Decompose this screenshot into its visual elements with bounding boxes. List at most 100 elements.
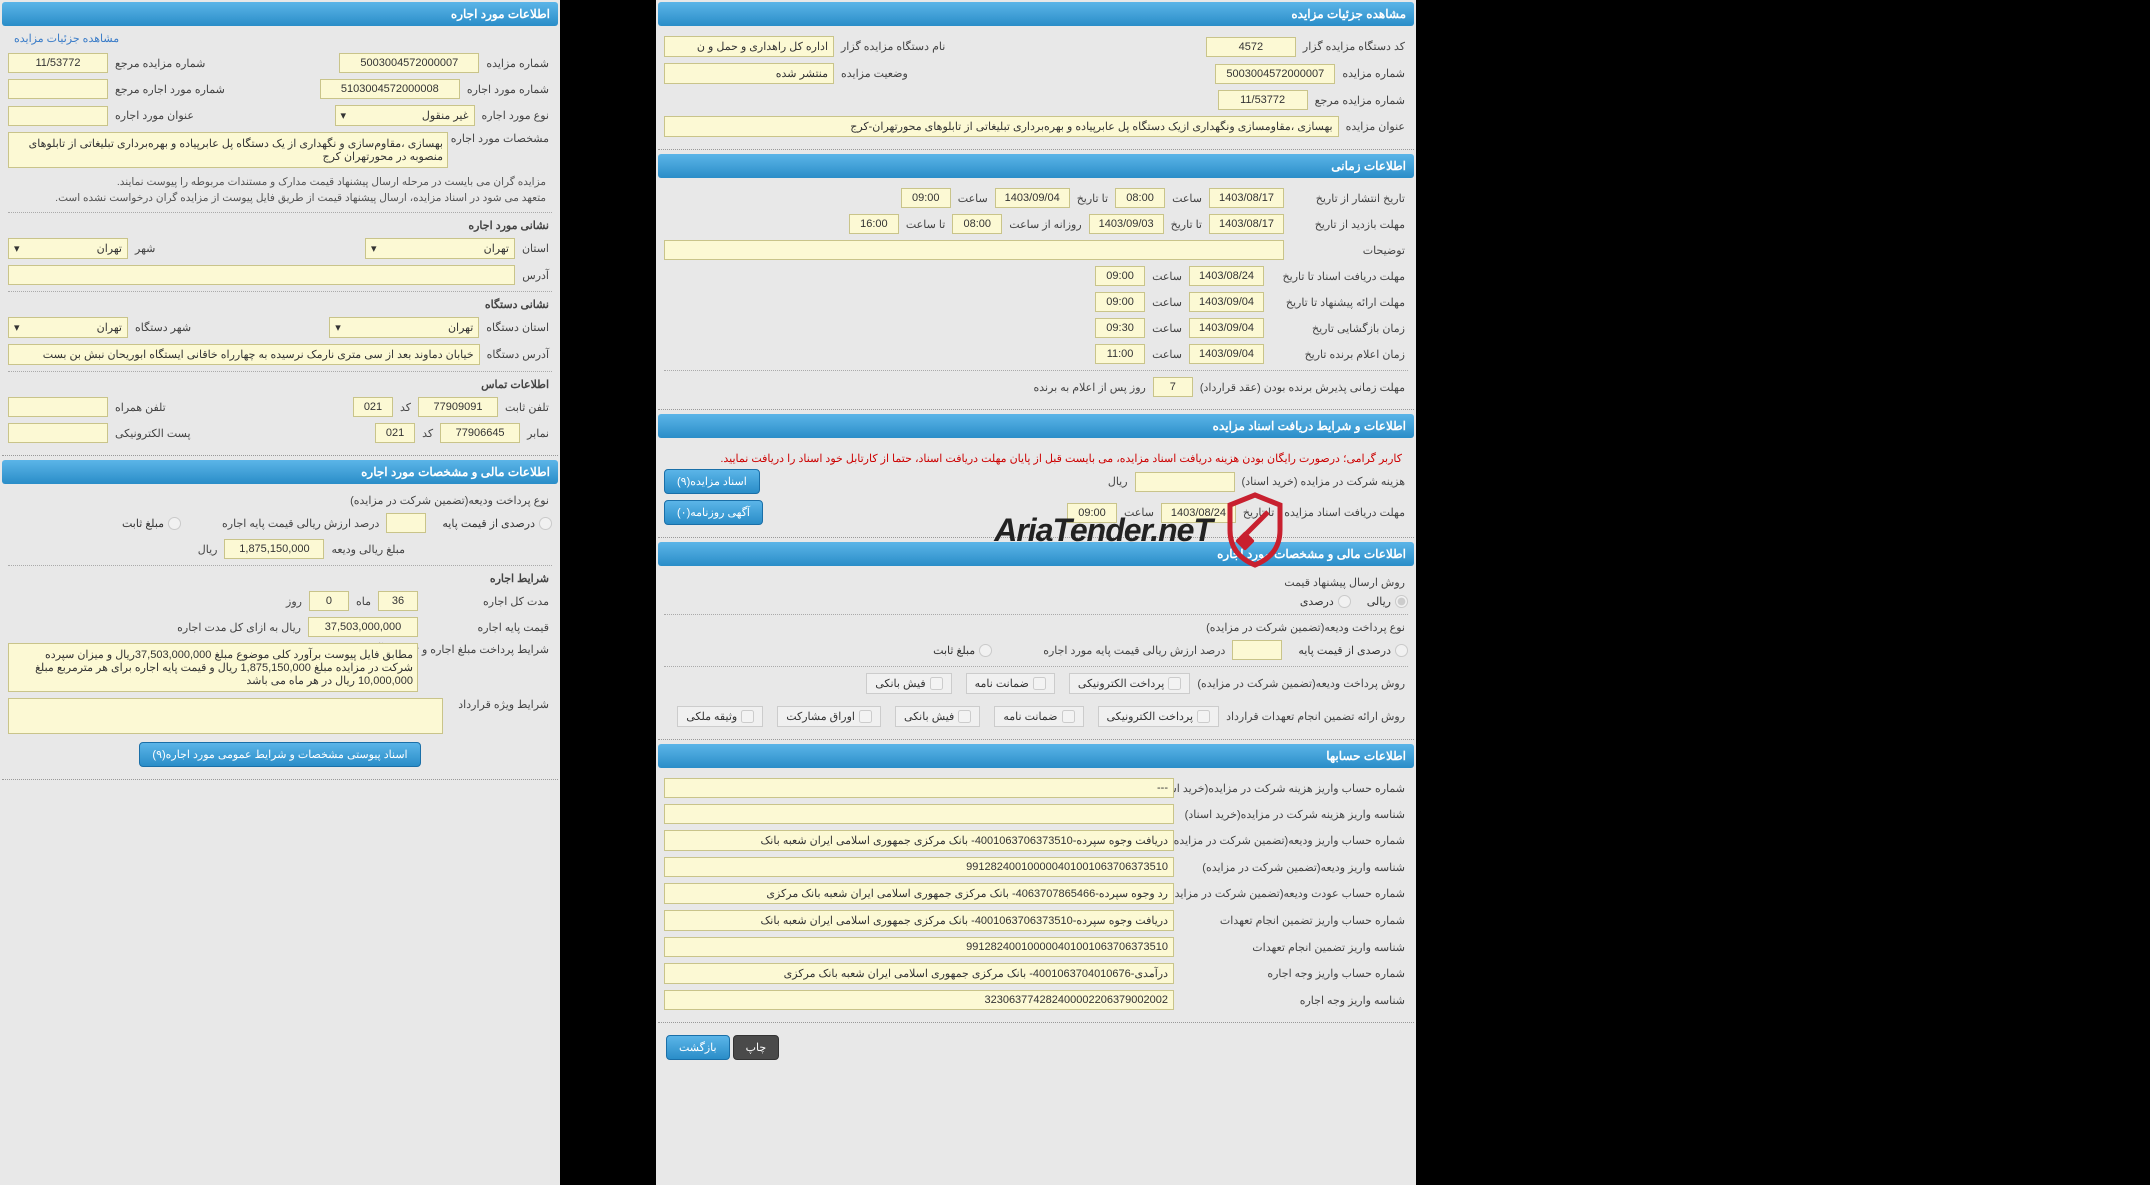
addr (8, 265, 515, 285)
dev-province[interactable]: تهران (329, 317, 479, 338)
ref-num: 11/53772 (1218, 90, 1308, 110)
acc7: 991282400100000401001063706373510 (664, 937, 1174, 957)
subject-label: عنوان مزایده (1343, 120, 1408, 133)
chk-epay2[interactable]: پرداخت الکترونیکی (1098, 706, 1220, 727)
note2: متعهد می شود در اسناد مزایده، ارسال پیشن… (8, 190, 552, 206)
l-ref-num-label: شماره مزایده مرجع (112, 57, 208, 70)
deposit-method-label: روش پرداخت ودیعه(تضمین شرکت در مزایده) (1194, 677, 1408, 690)
newspaper-button[interactable]: آگهی روزنامه(۰) (664, 500, 763, 525)
lease-title-label: عنوان مورد اجاره (112, 109, 197, 122)
visit-note (664, 240, 1284, 260)
dev-addr-label: آدرس دستگاه (484, 348, 552, 361)
dev-city[interactable]: تهران (8, 317, 128, 338)
offer-deadline-time: 09:00 (1095, 292, 1145, 312)
acc4-label: شناسه واریز ودیعه(تضمین شرکت در مزایده) (1178, 861, 1408, 874)
accept-deadline-label: مهلت زمانی پذیرش برنده بودن (عقد قرارداد… (1197, 381, 1408, 394)
chk-oraagh[interactable]: اوراق مشارکت (777, 706, 881, 727)
auction-code: 4572 (1206, 37, 1296, 57)
dev-header: نشانی دستگاه (482, 298, 552, 311)
logo-text: AriaTender.neT (994, 512, 1212, 549)
l-ref-num: 11/53772 (8, 53, 108, 73)
province-label: استان (519, 242, 552, 255)
chk-epay[interactable]: پرداخت الکترونیکی (1069, 673, 1191, 694)
l-auction-num: 5003004572000007 (339, 53, 479, 73)
print-button[interactable]: چاپ (733, 1035, 780, 1060)
time-label-1: ساعت (1169, 192, 1205, 205)
visit-note-label: توضیحات (1288, 244, 1408, 257)
acc1: --- (664, 778, 1174, 798)
deposit-amount: 1,875,150,000 (224, 539, 324, 559)
daily-to-label: تا ساعت (903, 218, 948, 231)
visit-to-label: تا تاریخ (1168, 218, 1205, 231)
l-deposit-type-label: نوع پرداخت ودیعه(تضمین شرکت در مزایده) (347, 494, 552, 507)
dev-province-label: استان دستگاه (483, 321, 552, 334)
org-name: اداره کل راهداری و حمل و ن (664, 36, 834, 57)
back-button[interactable]: بازگشت (666, 1035, 730, 1060)
ariatender-logo: AriaTender.neT (994, 490, 1290, 570)
l-radio-base-percent[interactable]: درصدی از قیمت پایه (442, 517, 552, 530)
l-base-percent-text: درصد ارزش ریالی قیمت پایه اجاره (219, 517, 382, 530)
acc9: 323063774282400002206379002002 (664, 990, 1174, 1010)
section-doc-terms: اطلاعات و شرایط دریافت اسناد مزایده (658, 414, 1414, 438)
city-select[interactable]: تهران (8, 238, 128, 259)
ref-num-label: شماره مزایده مرجع (1312, 94, 1408, 107)
acc1-label: شماره حساب واریز هزینه شرکت در مزایده(خر… (1178, 782, 1408, 795)
chk-fish[interactable]: فیش بانکی (866, 673, 951, 694)
details-link[interactable]: مشاهده جزئیات مزایده (8, 31, 125, 47)
auction-num-label: شماره مزایده (1339, 67, 1408, 80)
contact-header: اطلاعات تماس (478, 378, 552, 391)
l-base-price-label: قیمت پایه اجاره (422, 621, 552, 634)
attachments-button[interactable]: اسناد پیوستی مشخصات و شرایط عمومی مورد ا… (139, 742, 420, 767)
price-method-label: روش ارسال پیشنهاد قیمت (1281, 576, 1408, 589)
acc5-label: شماره حساب عودت ودیعه(تضمین شرکت در مزای… (1178, 887, 1408, 900)
acc6-label: شماره حساب واریز تضمین انجام تعهدات (1178, 914, 1408, 927)
l-auction-num-label: شماره مزایده (483, 57, 552, 70)
l-base-price: 37,503,000,000 (308, 617, 418, 637)
code-label-2: کد (419, 427, 436, 440)
acc5: رد وجوه سپرده-4063707865466- بانک مرکزی … (664, 883, 1174, 904)
payment-terms: مطابق فایل پیوست برآورد کلی موضوع مبلغ 3… (8, 643, 418, 692)
accept-deadline-suffix: روز پس از اعلام به برنده (1030, 381, 1148, 394)
chk-fish2[interactable]: فیش بانکی (895, 706, 980, 727)
acc3: دریافت وجوه سپرده-4001063706373510- بانک… (664, 830, 1174, 851)
l-radio-fixed[interactable]: مبلغ ثابت (122, 517, 181, 530)
base-percent-val (1232, 640, 1282, 660)
lease-ref (8, 79, 108, 99)
fee (1135, 472, 1235, 492)
section-lease-info: اطلاعات مورد اجاره (2, 2, 558, 26)
radio-fixed[interactable]: مبلغ ثابت (933, 644, 992, 657)
province-select[interactable]: تهران (365, 238, 515, 259)
pub-from: 1403/08/17 (1209, 188, 1284, 208)
chk-damanat[interactable]: ضمانت نامه (966, 673, 1055, 694)
winner-date: 1403/09/04 (1189, 344, 1264, 364)
offer-deadline-label: مهلت ارائه پیشنهاد تا تاریخ (1268, 296, 1408, 309)
chk-vathighe[interactable]: وثیقه ملکی (677, 706, 763, 727)
terms-header: شرایط اجاره (487, 572, 552, 585)
visit-to: 1403/09/03 (1089, 214, 1164, 234)
contract-guarantee-label: روش ارائه تضمین انجام تعهدات قرارداد (1223, 710, 1408, 723)
acc2-label: شناسه واریز هزینه شرکت در مزایده(خرید اس… (1178, 808, 1408, 821)
time-label-2: ساعت (955, 192, 991, 205)
dev-addr: خیابان دماوند بعد از سی متری نارمک نرسید… (8, 344, 480, 365)
note1: مزایده گران می بایست در مرحله ارسال پیشن… (8, 174, 552, 190)
duration-months: 36 (378, 591, 418, 611)
lease-type[interactable]: غیر منقول (335, 105, 475, 126)
daily-from: 08:00 (952, 214, 1002, 234)
winner-time: 11:00 (1095, 344, 1145, 364)
org-name-label: نام دستگاه مزایده گزار (838, 40, 948, 53)
chk-damanat2[interactable]: ضمانت نامه (994, 706, 1083, 727)
open-date-label: زمان بازگشایی تاریخ (1268, 322, 1408, 335)
radio-percent[interactable]: درصدی (1300, 595, 1351, 608)
radio-base-percent[interactable]: درصدی از قیمت پایه (1298, 644, 1408, 657)
lease-spec-label: مشخصات مورد اجاره (452, 132, 552, 145)
winner-date-label: زمان اعلام برنده تاریخ (1268, 348, 1408, 361)
duration-days: 0 (309, 591, 349, 611)
l-base-percent-val (386, 513, 426, 533)
open-time: 09:30 (1095, 318, 1145, 338)
payment-terms-label: شرایط پرداخت مبلغ اجاره و تضامین آن (422, 643, 552, 656)
docs-button[interactable]: اسناد مزایده(۹) (664, 469, 760, 494)
email (8, 423, 108, 443)
deposit-amount-label: مبلغ ریالی ودیعه (328, 543, 408, 556)
radio-riali[interactable]: ریالی (1367, 595, 1408, 608)
mobile-label: تلفن همراه (112, 401, 169, 414)
